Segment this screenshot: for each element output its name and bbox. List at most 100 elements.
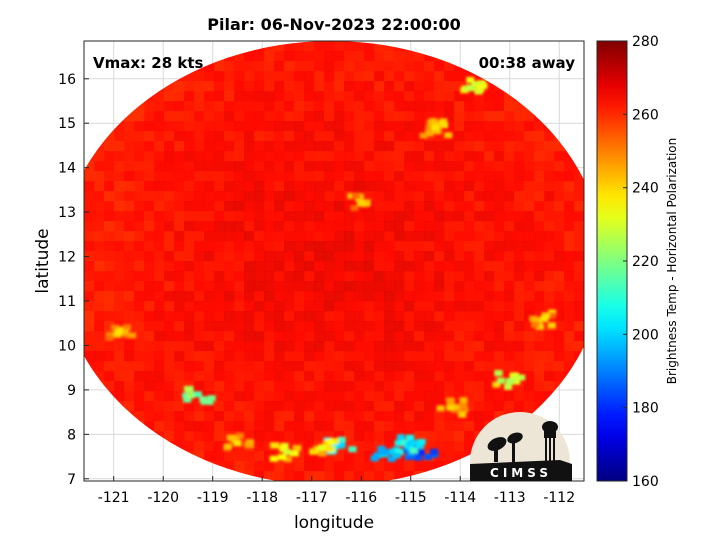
swath-feature-7-4 — [199, 396, 208, 403]
swath-feature-0-4 — [337, 436, 346, 443]
colorbar-tick-label: 180 — [632, 401, 659, 417]
swath-feature-6-9 — [228, 435, 237, 442]
swath-features — [105, 76, 557, 463]
swath-feature-10-0 — [439, 118, 448, 125]
swath-feature-2-4 — [414, 454, 423, 461]
logo-text: CIMSS — [490, 466, 552, 480]
swath-feature-8-6 — [504, 383, 513, 390]
swath-feature-1-1 — [373, 452, 382, 459]
swath — [84, 41, 584, 481]
logo-tower-icon — [542, 421, 558, 462]
x-tick-label: -115 — [395, 490, 427, 506]
swath-feature-core-11 — [357, 200, 366, 207]
vmax-annotation: Vmax: 28 kts — [93, 54, 203, 72]
swath-feature-2-9 — [429, 448, 438, 455]
swath-feature-5-7 — [318, 450, 327, 457]
swath-feature-4-7 — [279, 445, 288, 452]
colorbar-tick-label: 240 — [632, 181, 659, 197]
swath-feature-10-8 — [425, 125, 434, 132]
swath-feature-8-0 — [517, 374, 526, 381]
y-tick-label: 11 — [58, 294, 76, 310]
x-tick-label: -121 — [98, 490, 130, 506]
swath-feature-core-5 — [317, 444, 326, 451]
swath-feature-10-2 — [427, 119, 436, 126]
swath-feature-6-2 — [245, 442, 254, 449]
logo-dish-icon — [487, 432, 523, 462]
swath-feature-4-5 — [270, 442, 279, 449]
swath-feature-9-8 — [474, 88, 483, 95]
swath-feature-3-8 — [415, 442, 424, 449]
time-away-annotation: 00:38 away — [479, 54, 576, 72]
y-tick-label: 12 — [58, 250, 76, 266]
y-tick-label: 10 — [58, 338, 76, 354]
swath-feature-3-9 — [397, 434, 406, 441]
swath-feature-12-0 — [535, 323, 544, 330]
swath-feature-core-2 — [416, 449, 425, 456]
swath-feature-6-5 — [245, 439, 254, 446]
swath-feature-7-9 — [184, 385, 193, 392]
y-tick-label: 15 — [58, 116, 76, 132]
swath-feature-core-7 — [193, 391, 202, 398]
swath-feature-13-6 — [121, 329, 130, 336]
swath-feature-4-9 — [292, 444, 301, 451]
swath-feature-core-12 — [540, 315, 549, 322]
swath-feature-8-8 — [512, 374, 521, 381]
swath-feature-core-6 — [233, 440, 242, 447]
swath-feature-14-8 — [436, 405, 445, 412]
swath-feature-12-7 — [533, 317, 542, 324]
swath-feature-4-4 — [278, 454, 287, 461]
swath-feature-core-13 — [114, 329, 123, 336]
colorbar-tick-label: 220 — [632, 254, 659, 270]
swath-feature-13-3 — [123, 324, 132, 331]
swath-feature-6-7 — [224, 443, 233, 450]
swath-feature-3-1 — [406, 434, 415, 441]
swath-feature-1-8 — [370, 455, 379, 462]
swath-feature-core-10 — [431, 124, 440, 131]
swath-feature-8-2 — [496, 377, 505, 384]
colorbar-label: Brightness Temp - Horizontal Polarizatio… — [665, 138, 679, 385]
swath-feature-2-8 — [406, 450, 415, 457]
x-tick-label: -113 — [494, 490, 526, 506]
x-tick-label: -112 — [543, 490, 575, 506]
swath-feature-7-8 — [186, 392, 195, 399]
swath-feature-14-3 — [457, 406, 466, 413]
swath-feature-7-6 — [183, 396, 192, 403]
colorbar-tick-label: 280 — [632, 34, 659, 50]
x-tick-label: -118 — [246, 490, 278, 506]
swath-feature-1-7 — [387, 455, 396, 462]
swath-feature-7-5 — [182, 392, 191, 399]
x-tick-label: -120 — [147, 490, 179, 506]
swath-feature-core-0 — [337, 442, 346, 449]
swath-feature-9-2 — [461, 85, 470, 92]
y-tick-label: 8 — [67, 427, 76, 443]
swath-feature-14-9 — [459, 402, 468, 409]
swath-feature-2-2 — [423, 454, 432, 461]
swath-feature-10-6 — [444, 132, 453, 139]
y-tick-label: 7 — [67, 472, 76, 488]
x-axis: -121 -120 -119 -118 -117 -116 -115 -114 -113 -112 — [98, 476, 575, 506]
y-tick-label: 16 — [58, 72, 76, 88]
swath-feature-13-9 — [105, 334, 114, 341]
x-tick-label: -116 — [345, 490, 377, 506]
swath-feature-5-9 — [326, 438, 335, 445]
chart-title: Pilar: 06-Nov-2023 22:00:00 — [207, 15, 460, 34]
swath-feature-14-7 — [453, 403, 462, 410]
swath-feature-10-3 — [433, 128, 442, 135]
swath-feature-8-5 — [512, 378, 521, 385]
swath-feature-9-9 — [479, 82, 488, 89]
swath-feature-9-6 — [466, 76, 475, 83]
colorbar — [596, 40, 628, 482]
y-tick-label: 9 — [67, 383, 76, 399]
swath-feature-14-5 — [458, 411, 467, 418]
swath-feature-3-7 — [409, 447, 418, 454]
swath-feature-1-9 — [392, 452, 401, 459]
colorbar-tick-label: 160 — [632, 474, 659, 490]
swath-feature-11-8 — [351, 193, 360, 200]
swath-feature-6-1 — [235, 432, 244, 439]
swath-feature-11-1 — [355, 196, 364, 203]
swath-feature-11-9 — [362, 200, 371, 207]
swath-feature-core-8 — [505, 378, 514, 384]
swath-feature-14-6 — [446, 397, 455, 404]
swath-feature-4-6 — [280, 442, 289, 449]
